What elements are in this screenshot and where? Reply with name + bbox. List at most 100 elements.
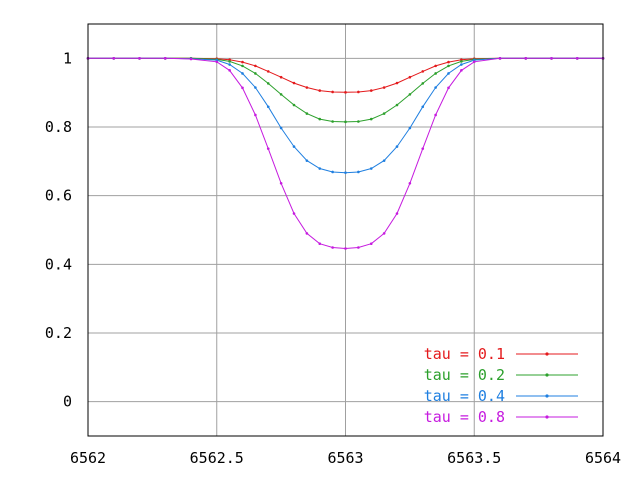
- data-point: [472, 60, 476, 64]
- data-point: [189, 57, 193, 61]
- data-point: [254, 72, 257, 75]
- data-point: [292, 103, 296, 107]
- data-point: [408, 75, 412, 79]
- data-point: [266, 147, 270, 150]
- data-point: [421, 147, 425, 150]
- data-series: [86, 57, 605, 250]
- x-tick-label: 6563: [327, 449, 363, 467]
- data-point: [292, 212, 296, 215]
- x-tick-label: 6564: [585, 449, 621, 467]
- data-point: [395, 212, 399, 215]
- data-point: [382, 232, 386, 235]
- tick-labels: 6562 6562.5 6563 6563.5 6564 0 0.2 0.4 0.6 0.8 1: [45, 49, 621, 467]
- data-point: [369, 242, 373, 246]
- data-point: [357, 246, 360, 249]
- data-point: [434, 64, 437, 68]
- data-point: [318, 167, 322, 170]
- legend-item: tau = 0.2: [424, 366, 578, 384]
- data-point: [266, 82, 270, 85]
- data-point: [331, 246, 334, 249]
- data-point: [421, 70, 425, 73]
- legend-item: tau = 0.4: [424, 387, 578, 405]
- data-point: [382, 112, 386, 115]
- x-tick-label: 6563.5: [447, 449, 501, 467]
- data-point: [228, 63, 231, 66]
- data-point: [447, 72, 450, 75]
- data-point: [279, 75, 283, 79]
- y-tick-label: 0.2: [45, 324, 72, 342]
- data-point: [344, 91, 347, 94]
- y-tick-label: 0.6: [45, 187, 72, 205]
- x-tick-label: 6562.5: [190, 449, 244, 467]
- legend-marker: [545, 415, 549, 419]
- data-point: [434, 113, 437, 117]
- data-point: [369, 167, 373, 170]
- plot-frame: [87, 23, 604, 437]
- data-point: [357, 170, 360, 174]
- data-point: [395, 103, 399, 107]
- data-point: [254, 64, 257, 68]
- data-point: [498, 57, 502, 60]
- data-point: [318, 117, 322, 121]
- data-point: [344, 120, 347, 124]
- data-point: [395, 81, 399, 85]
- data-point: [318, 89, 322, 92]
- data-point: [408, 126, 412, 130]
- legend-marker: [545, 352, 549, 356]
- data-point: [460, 63, 463, 66]
- data-point: [266, 105, 270, 109]
- legend-marker: [545, 373, 549, 377]
- y-tick-label: 1: [63, 49, 72, 67]
- legend-label: tau = 0.4: [424, 387, 505, 405]
- data-point: [331, 120, 334, 123]
- legend-label: tau = 0.2: [424, 366, 505, 384]
- data-point: [382, 159, 386, 162]
- data-point: [408, 182, 412, 185]
- data-point: [408, 93, 412, 96]
- data-point: [279, 126, 283, 130]
- legend-item: tau = 0.1: [424, 345, 578, 363]
- data-point: [305, 232, 309, 235]
- data-point: [228, 69, 231, 72]
- legend-marker: [545, 394, 549, 398]
- data-point: [331, 170, 334, 174]
- series-4: [86, 57, 605, 250]
- data-point: [241, 60, 244, 64]
- y-tick-label: 0.4: [45, 255, 72, 273]
- data-point: [241, 64, 244, 68]
- y-tick-label: 0.8: [45, 118, 72, 136]
- data-point: [369, 89, 373, 92]
- data-point: [575, 57, 579, 60]
- data-point: [447, 86, 450, 90]
- data-point: [460, 60, 463, 63]
- data-point: [550, 57, 553, 60]
- data-point: [279, 182, 283, 185]
- data-point: [215, 60, 219, 64]
- data-point: [241, 86, 244, 90]
- data-point: [344, 247, 347, 250]
- data-point: [241, 72, 244, 75]
- data-point: [434, 72, 437, 75]
- data-point: [460, 69, 463, 72]
- legend-label: tau = 0.8: [424, 408, 505, 426]
- data-point: [292, 145, 296, 148]
- data-point: [357, 120, 360, 123]
- data-point: [524, 57, 528, 60]
- data-point: [292, 81, 296, 85]
- data-point: [279, 93, 283, 96]
- data-point: [447, 64, 450, 68]
- data-point: [421, 105, 425, 109]
- legend-item: tau = 0.8: [424, 408, 578, 426]
- data-point: [447, 60, 450, 64]
- data-point: [254, 113, 257, 117]
- data-point: [318, 242, 322, 246]
- x-tick-label: 6562: [70, 449, 106, 467]
- data-point: [344, 171, 347, 174]
- data-point: [331, 90, 334, 94]
- data-point: [163, 57, 167, 60]
- data-point: [434, 86, 437, 89]
- data-point: [369, 117, 373, 121]
- grid-lines: [87, 24, 604, 436]
- data-point: [395, 145, 399, 148]
